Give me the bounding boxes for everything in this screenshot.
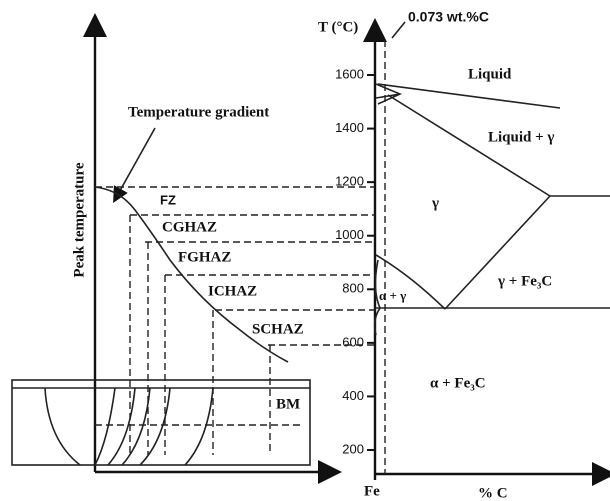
zone: BM bbox=[276, 396, 300, 412]
marker-pointer bbox=[392, 22, 405, 38]
isotherms bbox=[95, 187, 375, 345]
phase: Liquid bbox=[468, 66, 512, 82]
phase: γ bbox=[431, 195, 439, 211]
phase: Liquid + γ bbox=[488, 129, 554, 145]
liquidus bbox=[378, 84, 560, 108]
zone: FZ bbox=[160, 192, 176, 207]
gradient-arrow bbox=[117, 128, 155, 196]
tick-label: 1600 bbox=[335, 66, 364, 81]
zone: SCHAZ bbox=[252, 321, 304, 337]
axis-title: Peak temperature bbox=[71, 162, 87, 277]
zone: FGHAZ bbox=[178, 249, 231, 265]
tick-label: 600 bbox=[342, 334, 364, 349]
axis-title: T (°C) bbox=[318, 19, 358, 35]
phase: γ + Fe₃C bbox=[497, 273, 552, 289]
acm-line bbox=[445, 196, 550, 309]
gradient-label: Temperature gradient bbox=[128, 104, 269, 120]
tick-label: 400 bbox=[342, 388, 364, 403]
composition-label: 0.073 wt.%C bbox=[408, 9, 489, 25]
fusion-lines bbox=[45, 388, 213, 465]
solidus bbox=[388, 95, 610, 196]
zone: CGHAZ bbox=[162, 219, 217, 235]
x-start: Fe bbox=[364, 483, 380, 499]
tick-label: 1400 bbox=[335, 120, 364, 135]
x-title: % C bbox=[478, 485, 508, 501]
tick-label: 800 bbox=[342, 281, 364, 296]
tick-label: 1000 bbox=[335, 227, 364, 242]
diagram: 1600140012001000800600400200 T (°C) 0.07… bbox=[0, 0, 610, 501]
phase: α + γ bbox=[379, 288, 406, 303]
zone: ICHAZ bbox=[208, 283, 257, 299]
plate bbox=[12, 380, 310, 465]
tick-label: 200 bbox=[342, 441, 364, 456]
phase: α + Fe₃C bbox=[430, 375, 486, 391]
